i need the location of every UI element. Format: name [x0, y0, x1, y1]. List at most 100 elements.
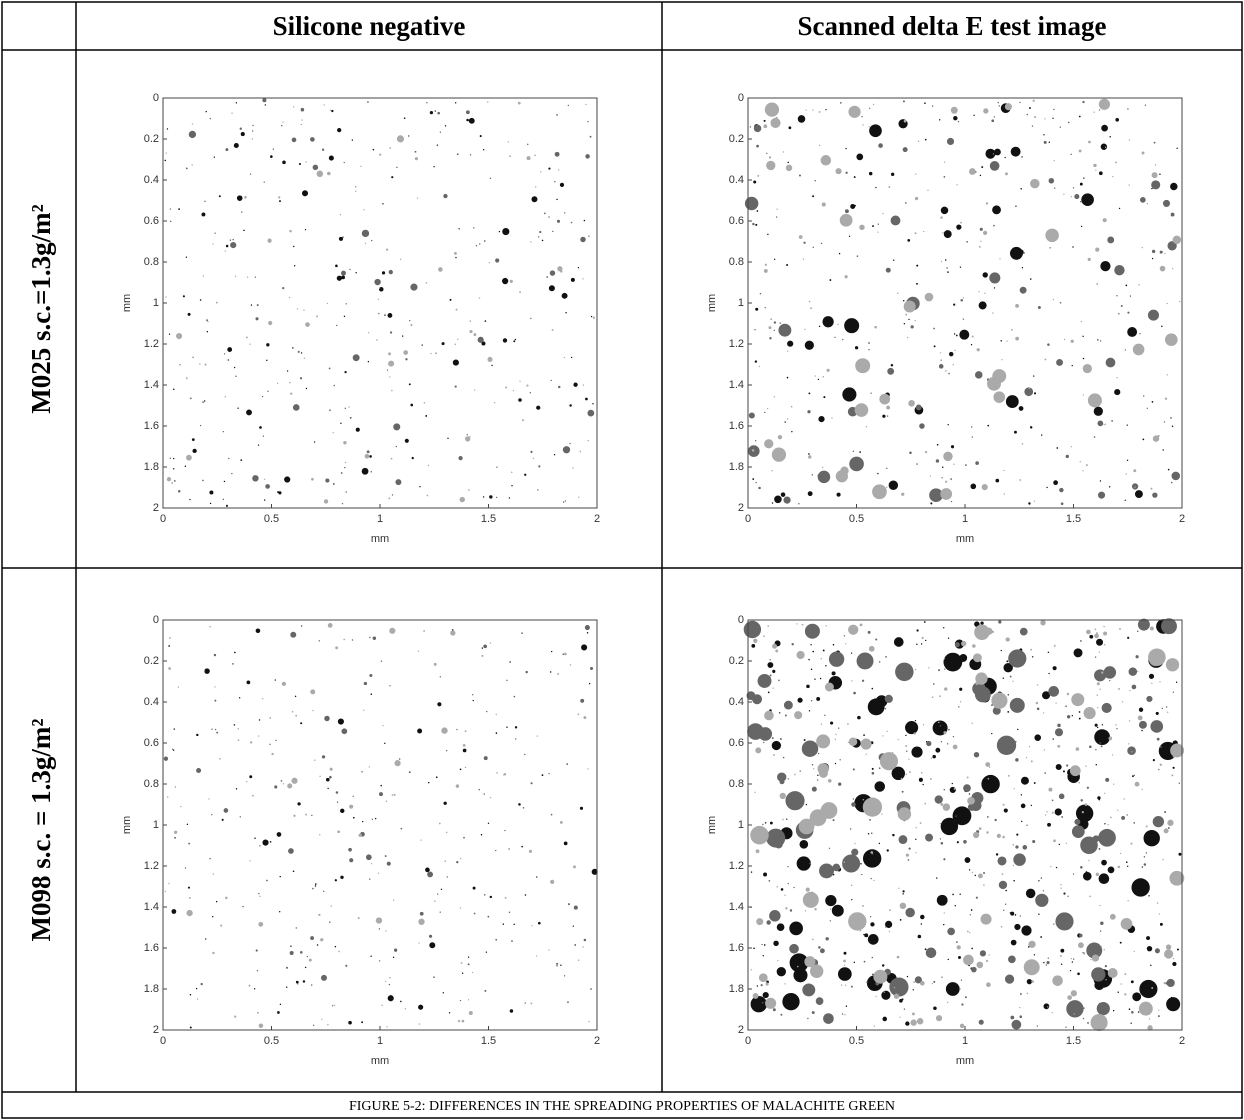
speckles — [163, 624, 594, 1027]
y-tick-label: 0.2 — [144, 655, 159, 667]
y-tick-label: 0 — [738, 92, 744, 104]
column-header: Scanned delta E test image — [798, 11, 1107, 41]
figure-caption: FIGURE 5-2: DIFFERENCES IN THE SPREADING… — [349, 1099, 895, 1114]
speckles — [169, 98, 595, 505]
x-tick-label: 2 — [594, 513, 600, 525]
speckles — [744, 100, 1181, 506]
y-tick-label: 1.2 — [729, 338, 744, 350]
y-tick-label: 1.6 — [144, 420, 159, 432]
y-tick-label: 1.6 — [144, 942, 159, 954]
x-axis-label: mm — [371, 533, 389, 545]
x-tick-label: 2 — [594, 1035, 600, 1047]
y-tick-label: 1.2 — [144, 860, 159, 872]
speckles — [165, 101, 596, 504]
speckles — [743, 618, 1181, 1030]
y-tick-label: 0.6 — [144, 215, 159, 227]
y-axis-label: mm — [121, 816, 133, 834]
y-tick-label: 1.2 — [729, 860, 744, 872]
y-tick-label: 0.2 — [729, 655, 744, 667]
y-tick-label: 1.4 — [144, 379, 159, 391]
x-tick-label: 0.5 — [849, 513, 864, 525]
y-tick-label: 0.8 — [144, 778, 159, 790]
y-tick-label: 1 — [738, 819, 744, 831]
y-tick-label: 2 — [153, 1024, 159, 1036]
x-axis-label: mm — [956, 533, 974, 545]
x-tick-label: 0.5 — [264, 513, 279, 525]
x-tick-label: 1 — [377, 1035, 383, 1047]
x-tick-label: 0.5 — [264, 1035, 279, 1047]
x-tick-label: 0 — [745, 513, 751, 525]
x-tick-label: 1.5 — [1066, 1035, 1081, 1047]
x-axis-label: mm — [371, 1055, 389, 1067]
y-tick-label: 0.4 — [144, 174, 159, 186]
y-tick-label: 1 — [738, 297, 744, 309]
y-tick-label: 1 — [153, 297, 159, 309]
y-tick-label: 1.6 — [729, 420, 744, 432]
y-tick-label: 1.6 — [729, 942, 744, 954]
row-label: M098 s.c. = 1.3g/m² — [26, 719, 56, 942]
speckles — [750, 620, 1185, 1032]
x-tick-label: 0.5 — [849, 1035, 864, 1047]
x-tick-label: 1 — [962, 513, 968, 525]
row-label: M025 s.c.=1.3g/m² — [26, 204, 56, 413]
y-tick-label: 0.4 — [729, 696, 744, 708]
y-tick-label: 1.8 — [144, 983, 159, 995]
x-tick-label: 0 — [160, 1035, 166, 1047]
y-tick-label: 0.8 — [729, 256, 744, 268]
y-tick-label: 1.4 — [144, 901, 159, 913]
y-tick-label: 0.8 — [729, 778, 744, 790]
x-tick-label: 2 — [1179, 1035, 1185, 1047]
x-tick-label: 1.5 — [1066, 513, 1081, 525]
axes-box — [162, 619, 598, 1031]
y-tick-label: 0.8 — [144, 256, 159, 268]
x-tick-label: 0 — [745, 1035, 751, 1047]
x-tick-label: 0 — [160, 513, 166, 525]
y-tick-label: 2 — [738, 502, 744, 514]
x-tick-label: 2 — [1179, 513, 1185, 525]
x-tick-label: 1 — [962, 1035, 968, 1047]
y-tick-label: 1.8 — [729, 461, 744, 473]
speckles — [751, 98, 1182, 502]
axes-box — [747, 97, 1183, 509]
y-tick-label: 1.4 — [729, 901, 744, 913]
y-tick-label: 0 — [153, 92, 159, 104]
y-tick-label: 1.2 — [144, 338, 159, 350]
y-tick-label: 0.2 — [144, 133, 159, 145]
y-tick-label: 1.8 — [144, 461, 159, 473]
y-tick-label: 0.2 — [729, 133, 744, 145]
speckles — [171, 628, 598, 1029]
speckles — [750, 619, 1182, 1026]
y-axis-label: mm — [706, 294, 718, 312]
y-tick-label: 1.8 — [729, 983, 744, 995]
y-tick-label: 1.4 — [729, 379, 744, 391]
speckles — [164, 101, 594, 507]
y-tick-label: 0.4 — [729, 174, 744, 186]
x-axis-label: mm — [956, 1055, 974, 1067]
y-tick-label: 0 — [153, 614, 159, 626]
y-tick-label: 1 — [153, 819, 159, 831]
y-tick-label: 2 — [738, 1024, 744, 1036]
y-axis-label: mm — [706, 816, 718, 834]
x-tick-label: 1.5 — [481, 513, 496, 525]
speckles — [164, 622, 590, 1029]
y-tick-label: 2 — [153, 502, 159, 514]
y-tick-label: 0 — [738, 614, 744, 626]
x-tick-label: 1.5 — [481, 1035, 496, 1047]
y-tick-label: 0.6 — [144, 737, 159, 749]
speckles — [752, 101, 1178, 505]
y-tick-label: 0.4 — [144, 696, 159, 708]
y-tick-label: 0.6 — [729, 215, 744, 227]
axes-box — [162, 97, 598, 509]
column-header: Silicone negative — [273, 11, 466, 41]
x-tick-label: 1 — [377, 513, 383, 525]
y-tick-label: 0.6 — [729, 737, 744, 749]
y-axis-label: mm — [121, 294, 133, 312]
